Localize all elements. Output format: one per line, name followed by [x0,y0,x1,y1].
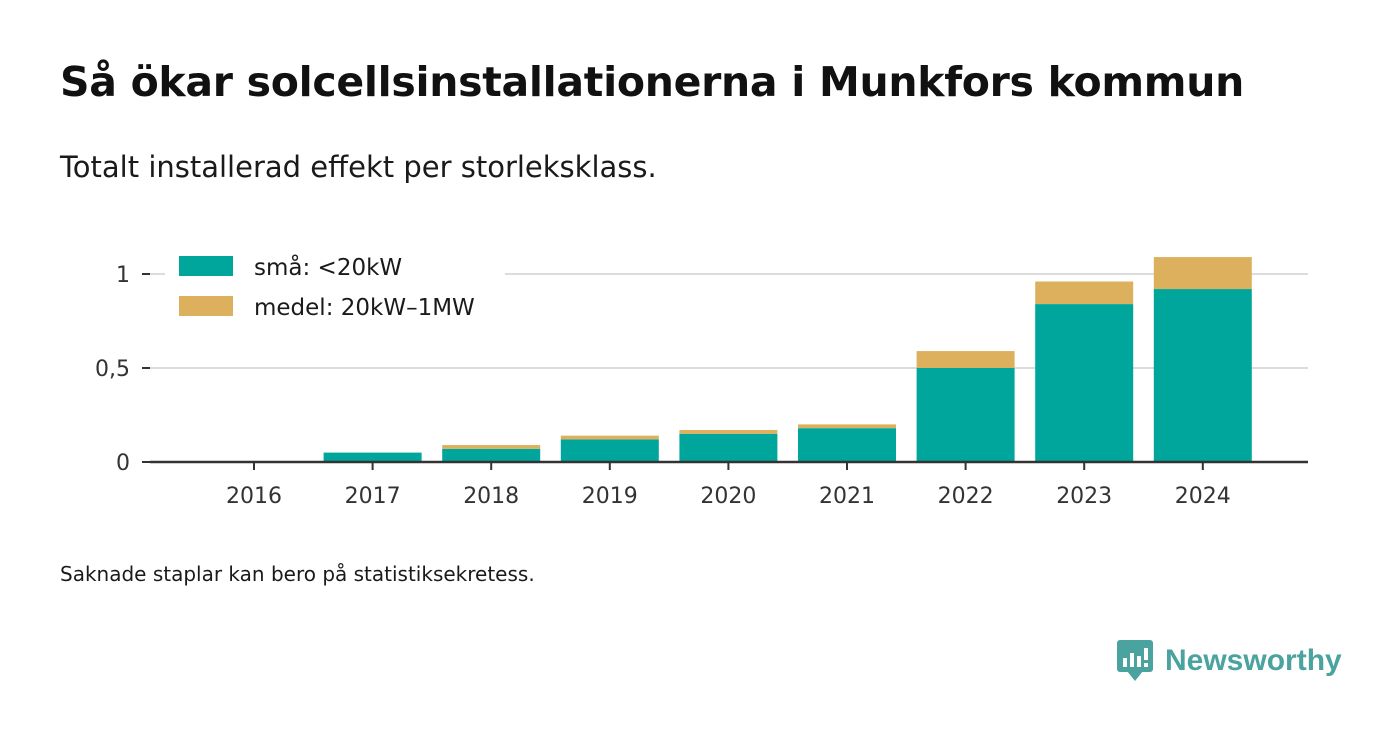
legend-label-1: medel: 20kW–1MW [254,295,475,321]
y-tick-label-2: 1 [116,263,130,288]
bar-2022-series-0 [916,368,1015,462]
x-tick-label-2021: 2021 [819,484,875,509]
bar-2018-series-0 [442,448,541,462]
bar-2019-series-1 [560,435,659,440]
x-tick-label-2023: 2023 [1056,484,1112,509]
bar-2020-series-1 [679,430,778,434]
bar-2018-series-1 [442,445,541,449]
x-tick-label-2017: 2017 [345,484,401,509]
x-tick-label-2018: 2018 [463,484,519,509]
bar-2023-series-0 [1035,304,1134,462]
x-tick-label-2020: 2020 [700,484,756,509]
bar-2024-series-1 [1153,257,1252,290]
x-tick-label-2016: 2016 [226,484,282,509]
x-tick-label-2019: 2019 [582,484,638,509]
chart-title: Så ökar solcellsinstallationerna i Munkf… [60,58,1244,106]
bar-2019-series-0 [560,439,659,462]
brand-logo: Newsworthy [1117,640,1342,682]
x-tick-label-2022: 2022 [938,484,994,509]
bar-2024-series-0 [1153,289,1252,462]
legend-swatch-0 [179,256,233,276]
bar-2022-series-1 [916,351,1015,368]
x-tick-label-2024: 2024 [1175,484,1231,509]
bar-2017-series-0 [323,452,422,462]
bar-2020-series-0 [679,433,778,462]
stacked-bar-chart: små: <20kW medel: 20kW–1MW 0 0,5 1 2016 2017 20… [95,253,1308,509]
newsworthy-logo-icon [1117,640,1153,681]
bar-2023-series-1 [1035,281,1134,305]
bar-2021-series-1 [798,424,896,429]
bar-2021-series-0 [798,428,896,462]
chart-subtitle: Totalt installerad effekt per storlekskl… [60,150,657,184]
legend-label-0: små: <20kW [254,253,402,281]
legend-swatch-1 [179,296,233,316]
y-tick-label-0: 0 [116,451,130,476]
y-tick-label-1: 0,5 [95,357,130,382]
footnote: Saknade staplar kan bero på statistiksek… [60,562,535,586]
brand-name: Newsworthy [1165,644,1342,677]
